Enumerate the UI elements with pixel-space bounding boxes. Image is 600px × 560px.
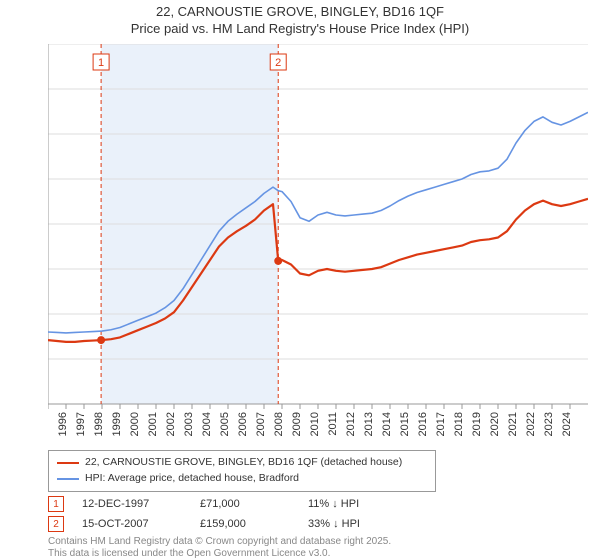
svg-text:2014: 2014 [381,412,393,436]
sale-diff-1: 11% ↓ HPI [308,498,398,510]
svg-text:2022: 2022 [525,412,537,436]
svg-text:1997: 1997 [75,412,87,436]
chart-titles: 22, CARNOUSTIE GROVE, BINGLEY, BD16 1QF … [0,0,600,36]
svg-text:2000: 2000 [129,412,141,436]
sales-list: 1 12-DEC-1997 £71,000 11% ↓ HPI 2 15-OCT… [48,494,398,534]
svg-text:2024: 2024 [561,412,573,436]
svg-text:2013: 2013 [363,412,375,436]
svg-text:1996: 1996 [57,412,69,436]
legend: 22, CARNOUSTIE GROVE, BINGLEY, BD16 1QF … [48,450,436,492]
svg-text:2019: 2019 [471,412,483,436]
sale-row-1: 1 12-DEC-1997 £71,000 11% ↓ HPI [48,494,398,514]
sale-price-1: £71,000 [200,498,290,510]
svg-text:2023: 2023 [543,412,555,436]
sale-marker-1: 1 [48,496,64,512]
chart-plot: £0£50K£100K£150K£200K£250K£300K£350K£400… [48,44,588,404]
svg-text:2020: 2020 [489,412,501,436]
svg-text:2003: 2003 [183,412,195,436]
sale-price-2: £159,000 [200,518,290,530]
svg-text:2009: 2009 [291,412,303,436]
legend-swatch-hpi [57,478,79,480]
svg-text:1: 1 [98,57,104,69]
sale-row-2: 2 15-OCT-2007 £159,000 33% ↓ HPI [48,514,398,534]
title-subtitle: Price paid vs. HM Land Registry's House … [0,21,600,36]
legend-label-price: 22, CARNOUSTIE GROVE, BINGLEY, BD16 1QF … [85,455,402,471]
svg-text:1998: 1998 [93,412,105,436]
svg-text:2017: 2017 [435,412,447,436]
footer-line-1: Contains HM Land Registry data © Crown c… [48,536,391,548]
svg-text:2: 2 [275,57,281,69]
title-address: 22, CARNOUSTIE GROVE, BINGLEY, BD16 1QF [0,4,600,19]
svg-text:2001: 2001 [147,412,159,436]
chart-svg: £0£50K£100K£150K£200K£250K£300K£350K£400… [48,44,588,452]
legend-swatch-price [57,462,79,465]
svg-text:2002: 2002 [165,412,177,436]
svg-text:2011: 2011 [327,412,339,436]
svg-text:2016: 2016 [417,412,429,436]
footer-line-2: This data is licensed under the Open Gov… [48,548,391,560]
sale-marker-2: 2 [48,516,64,532]
svg-text:1995: 1995 [48,412,51,436]
svg-text:2008: 2008 [273,412,285,436]
svg-text:2005: 2005 [219,412,231,436]
svg-text:2018: 2018 [453,412,465,436]
svg-text:2007: 2007 [255,412,267,436]
svg-text:1999: 1999 [111,412,123,436]
svg-text:2010: 2010 [309,412,321,436]
legend-row-1: 22, CARNOUSTIE GROVE, BINGLEY, BD16 1QF … [57,455,427,471]
svg-text:2006: 2006 [237,412,249,436]
attribution: Contains HM Land Registry data © Crown c… [48,536,391,560]
sale-date-1: 12-DEC-1997 [82,498,182,510]
sale-date-2: 15-OCT-2007 [82,518,182,530]
chart-container: { "title_line1": "22, CARNOUSTIE GROVE, … [0,0,600,560]
legend-label-hpi: HPI: Average price, detached house, Brad… [85,471,299,487]
sale-diff-2: 33% ↓ HPI [308,518,398,530]
svg-text:2012: 2012 [345,412,357,436]
svg-text:2015: 2015 [399,412,411,436]
svg-text:2021: 2021 [507,412,519,436]
svg-text:2004: 2004 [201,412,213,436]
legend-row-2: HPI: Average price, detached house, Brad… [57,471,427,487]
